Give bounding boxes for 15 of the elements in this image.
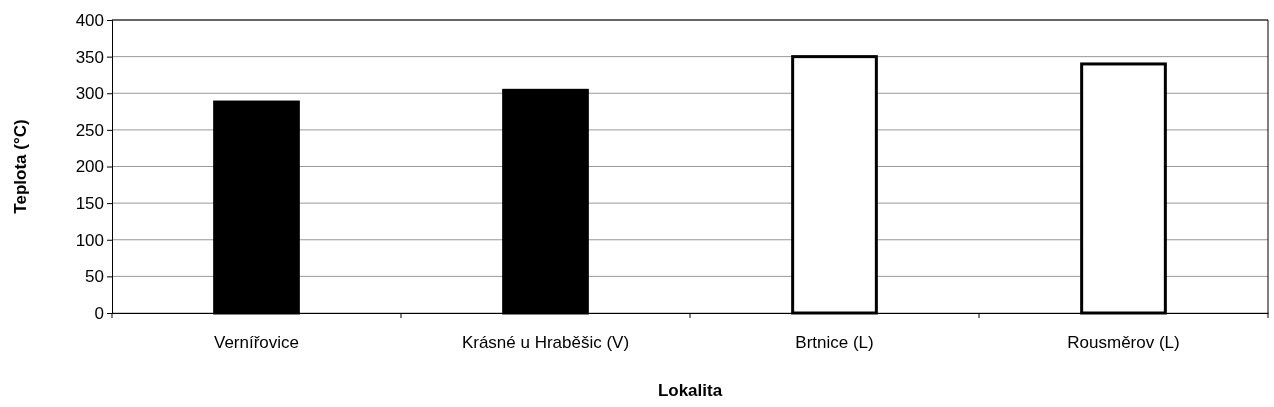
x-tick-label: Vernířovice xyxy=(213,333,300,353)
y-tick-label: 300 xyxy=(75,84,104,104)
y-axis-title: Teplota (°C) xyxy=(11,119,30,214)
x-tick-label: Rousměrov (L) xyxy=(1067,333,1180,353)
y-tick-label: 50 xyxy=(85,267,104,287)
x-axis-title: Lokalita xyxy=(657,381,723,400)
y-tick-label: 0 xyxy=(94,303,104,323)
y-tick-label: 200 xyxy=(75,157,104,177)
y-tick-label: 250 xyxy=(75,120,104,140)
x-tick-label: Krásné u Hraběšic (V) xyxy=(461,333,630,353)
y-tick-label: 150 xyxy=(75,194,104,214)
y-tick-label: 100 xyxy=(75,230,104,250)
x-tick-label: Brtnice (L) xyxy=(795,333,874,353)
y-tick-label: 400 xyxy=(75,10,104,30)
y-tick-label: 350 xyxy=(75,47,104,67)
